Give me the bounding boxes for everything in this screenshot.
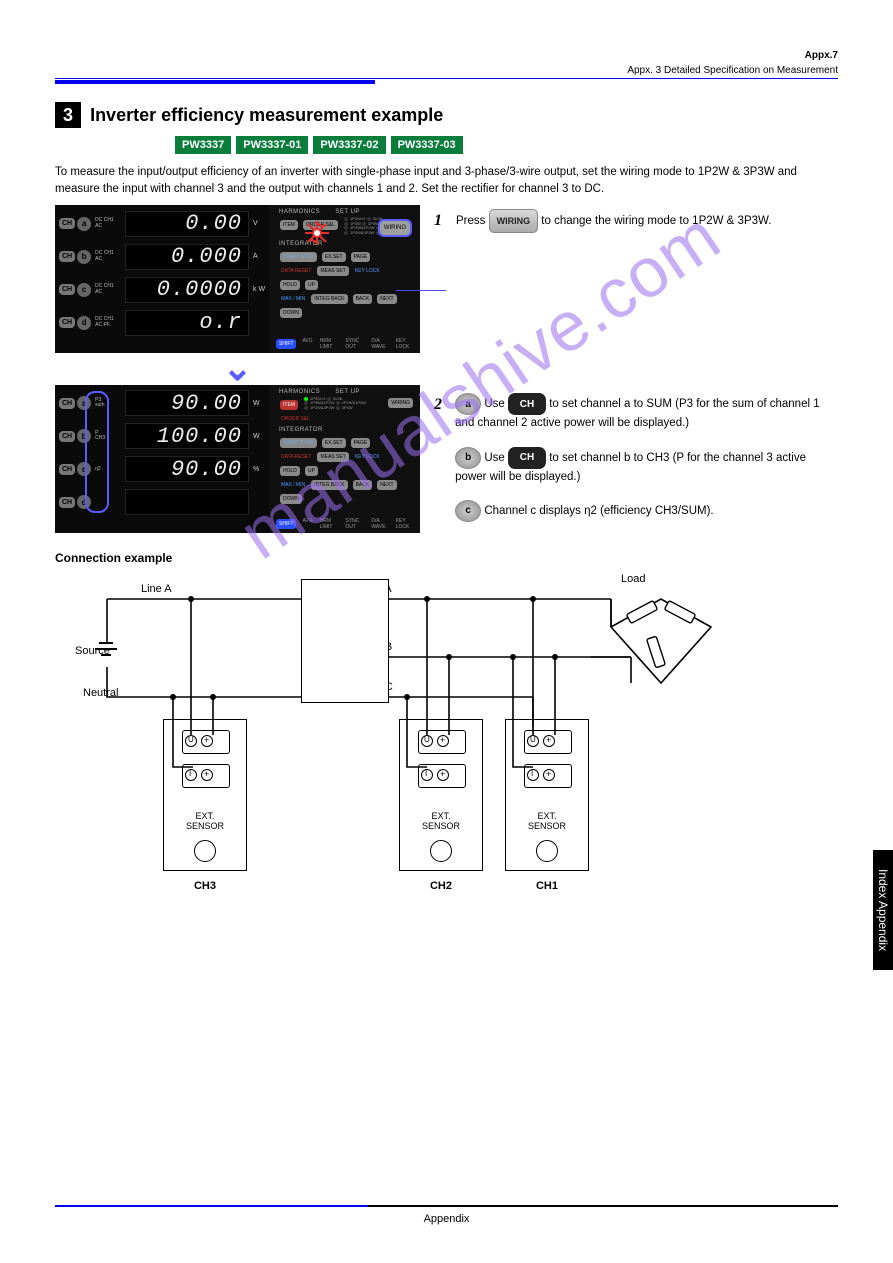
load-label: Load — [621, 573, 645, 585]
step-2-text: a Use CH to set channel a to SUM (P3 for… — [455, 393, 838, 522]
line-a-label: Line A — [141, 583, 172, 595]
side-tab: Index Appendix — [873, 850, 893, 970]
exset-button[interactable]: EX.SET — [322, 252, 346, 262]
wiring-button-2[interactable]: WIRING — [388, 398, 413, 408]
ch3-sensor: U I EXT. SENSOR CH3 — [163, 719, 247, 871]
inverter-box — [301, 579, 389, 703]
source-symbol-icon — [93, 637, 119, 663]
next-button[interactable]: NEXT — [377, 294, 396, 304]
item-button-2[interactable]: ITEM — [280, 400, 298, 410]
rule-thin — [55, 78, 838, 79]
badge-pw3337-02: PW3337-02 — [313, 136, 385, 154]
footer-text: Appendix — [55, 1213, 838, 1225]
connection-example-title: Connection example — [55, 551, 838, 565]
a-pill-icon: a — [455, 393, 481, 415]
step-2-num: 2 — [434, 393, 449, 417]
wiring-diagram: Line A Line A Line B Line C Load Source … — [81, 579, 741, 899]
instrument-panel-1: CHaDC CH1AC0.00VCHbDC CH1AC0.000ACHcDC C… — [55, 205, 420, 353]
neutral-label: Neutral — [83, 687, 118, 699]
section-title: Inverter efficiency measurement example — [90, 105, 443, 125]
ch-key-icon: CH — [508, 393, 546, 415]
item-button[interactable]: ITEM — [280, 220, 298, 230]
meas-button[interactable]: MEAS SET — [317, 266, 348, 276]
down-button[interactable]: DOWN — [280, 308, 302, 318]
flash-icon — [305, 221, 329, 245]
header-title: Appx. 3 Detailed Specification on Measur… — [627, 65, 838, 76]
highlight-abc-icon — [85, 391, 109, 513]
ch1-sensor: U I EXT. SENSOR CH1 — [505, 719, 589, 871]
section-number: 3 — [55, 102, 81, 128]
back-button[interactable]: BACK — [353, 294, 373, 304]
hold-button[interactable]: HOLD — [280, 280, 300, 290]
step-1-text: Press WIRING to change the wiring mode t… — [456, 209, 771, 233]
badge-pw3337-03: PW3337-03 — [391, 136, 463, 154]
integ-back-button[interactable]: INTEG BACK — [311, 294, 347, 304]
wiring-button[interactable]: WIRING — [378, 219, 412, 237]
badge-pw3337-01: PW3337-01 — [236, 136, 308, 154]
badge-pw3337: PW3337 — [175, 136, 231, 154]
up-button[interactable]: UP — [305, 280, 318, 290]
start-stop-button[interactable]: START STOP — [280, 252, 317, 262]
rule-thick — [55, 80, 375, 84]
footer-rule — [55, 1205, 838, 1207]
ch-key-icon-2: CH — [508, 447, 546, 469]
b-pill-icon: b — [455, 447, 481, 469]
step-1-num: 1 — [434, 209, 450, 233]
data-reset-label: DATA RESET — [281, 268, 311, 274]
arrow-down-icon: ⌄ — [55, 357, 420, 379]
instrument-panel-2: CHaP3sum90.00WCHbPCH3100.00WCHcη290.00%C… — [55, 385, 420, 533]
c-pill-icon: c — [455, 500, 481, 522]
page-button[interactable]: PAGE — [351, 252, 371, 262]
pointer-line-icon — [396, 290, 446, 291]
intro-paragraph: To measure the input/output efficiency o… — [55, 164, 838, 197]
page-num-right: Appx.7 — [805, 50, 838, 61]
model-badges: PW3337 PW3337-01 PW3337-02 PW3337-03 — [175, 136, 838, 154]
ch2-sensor: U I EXT. SENSOR CH2 — [399, 719, 483, 871]
shift-button[interactable]: SHIFT — [276, 339, 296, 349]
wiring-key-icon: WIRING — [489, 209, 539, 233]
